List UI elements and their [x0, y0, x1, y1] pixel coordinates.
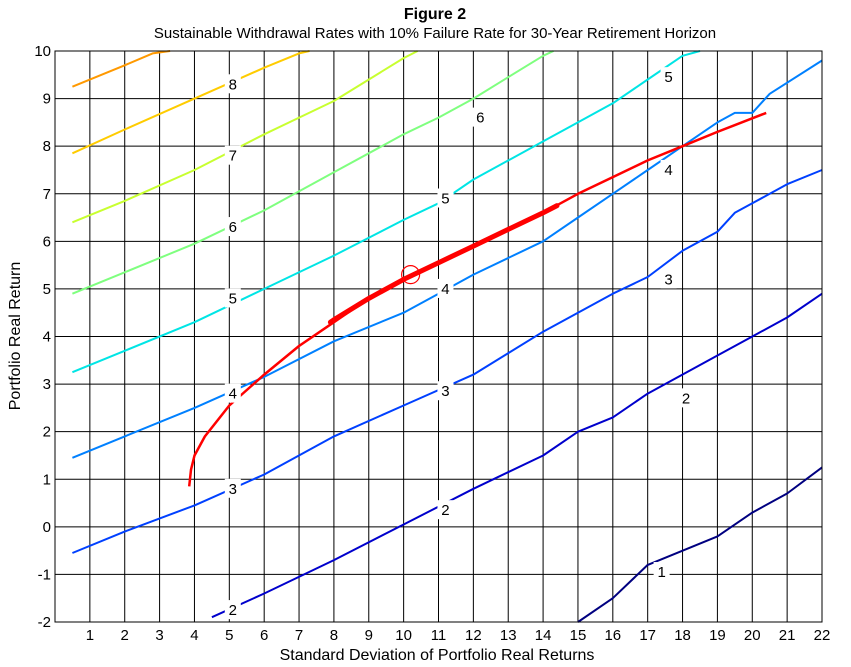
y-tick-label: 1	[43, 471, 51, 488]
x-tick-label: 18	[674, 627, 691, 644]
x-tick-label: 9	[365, 627, 373, 644]
contour-line-3	[72, 169, 823, 554]
contour-label-background	[437, 500, 454, 520]
x-tick-label: 17	[639, 627, 656, 644]
contour-line-7	[72, 50, 419, 224]
x-tick-label: 22	[814, 627, 831, 644]
contour-label-background	[653, 562, 670, 582]
x-tick-label: 20	[744, 627, 761, 644]
x-tick-label: 21	[779, 627, 796, 644]
contour-label: 2	[229, 602, 237, 619]
y-tick-label: 6	[43, 233, 51, 250]
contour-label: 2	[441, 502, 449, 519]
y-tick-label: -1	[38, 566, 51, 583]
x-tick-label: 6	[260, 627, 268, 644]
x-tick-label: 15	[570, 627, 587, 644]
x-tick-label: 14	[535, 627, 552, 644]
contour-label-background	[437, 188, 454, 208]
contour-label: 5	[229, 290, 237, 307]
contour-line-6	[72, 50, 554, 295]
x-tick-label: 3	[155, 627, 163, 644]
contour-label: 7	[229, 148, 237, 165]
contour-label-background	[437, 278, 454, 298]
axis-ticks: 1 2 3 4 5 6 7 8 9 10 11 12 13 14 15 16 17 18 19 20 21 22-2-10…	[34, 43, 830, 644]
contour-label-background	[224, 478, 241, 498]
contour-label: 3	[664, 271, 672, 288]
contour-label-background	[437, 381, 454, 401]
x-tick-label: 10	[395, 627, 412, 644]
contour-label: 4	[441, 281, 449, 298]
y-tick-label: 4	[43, 329, 51, 346]
plot-frame	[54, 50, 823, 623]
x-tick-label: 19	[709, 627, 726, 644]
highlight-segment	[327, 203, 560, 325]
contour-line-9	[72, 50, 171, 88]
contour-label: 3	[441, 383, 449, 400]
contour-label-background	[224, 217, 241, 237]
contour-label: 1	[657, 564, 665, 581]
x-axis-label: Standard Deviation of Portfolio Real Ret…	[280, 647, 595, 664]
contour-line-5	[72, 50, 701, 374]
sustainable-rate-curve	[187, 111, 767, 487]
x-tick-label: 4	[190, 627, 198, 644]
contour-label-background	[224, 74, 241, 94]
y-tick-label: 0	[43, 519, 51, 536]
x-tick-label: 1	[86, 627, 94, 644]
contour-label-background	[472, 107, 489, 127]
contour-label-background	[678, 388, 695, 408]
contour-label: 5	[441, 191, 449, 208]
y-tick-label: 10	[34, 43, 51, 60]
contour-label-background	[224, 145, 241, 165]
y-tick-label: 8	[43, 138, 51, 155]
y-tick-label: 9	[43, 91, 51, 108]
x-tick-label: 16	[604, 627, 621, 644]
x-tick-label: 11	[431, 627, 447, 644]
x-tick-label: 7	[295, 627, 303, 644]
x-tick-label: 13	[500, 627, 517, 644]
y-tick-label: -2	[38, 614, 51, 631]
contour-label-background	[660, 269, 677, 289]
contour-label: 4	[229, 386, 237, 403]
contour-label-background	[224, 600, 241, 620]
x-tick-label: 12	[465, 627, 482, 644]
contour-label: 5	[664, 69, 672, 86]
x-tick-label: 2	[121, 627, 129, 644]
contour-label: 8	[229, 76, 237, 93]
y-tick-label: 2	[43, 424, 51, 441]
contour-labels: 1 2 2 2 3 3 3 4 4 4 5 5 5 6 6 7 8	[224, 67, 695, 620]
contour-label-background	[224, 383, 241, 403]
contour-line-2	[211, 292, 823, 619]
contour-label: 3	[229, 481, 237, 498]
contour-label: 6	[476, 110, 484, 127]
contour-line-8	[71, 50, 310, 155]
contour-line-4	[72, 59, 823, 459]
y-tick-label: 5	[43, 281, 51, 298]
y-tick-label: 7	[43, 186, 51, 203]
x-tick-label: 8	[330, 627, 338, 644]
contour-label: 2	[682, 390, 690, 407]
contour-label: 6	[229, 219, 237, 236]
optimal-point-marker	[401, 265, 421, 285]
y-axis-label: Portfolio Real Return	[7, 262, 24, 411]
contour-label-background	[660, 67, 677, 87]
contour-label-background	[224, 288, 241, 308]
contour-line-1	[577, 466, 823, 623]
series-lines	[71, 50, 823, 623]
y-tick-label: 3	[43, 376, 51, 393]
contour-label: 4	[664, 162, 672, 179]
chart-subtitle: Sustainable Withdrawal Rates with 10% Fa…	[154, 25, 716, 42]
contour-label-background	[660, 159, 677, 179]
chart-title: Figure 2	[404, 6, 466, 23]
x-tick-label: 5	[225, 627, 233, 644]
